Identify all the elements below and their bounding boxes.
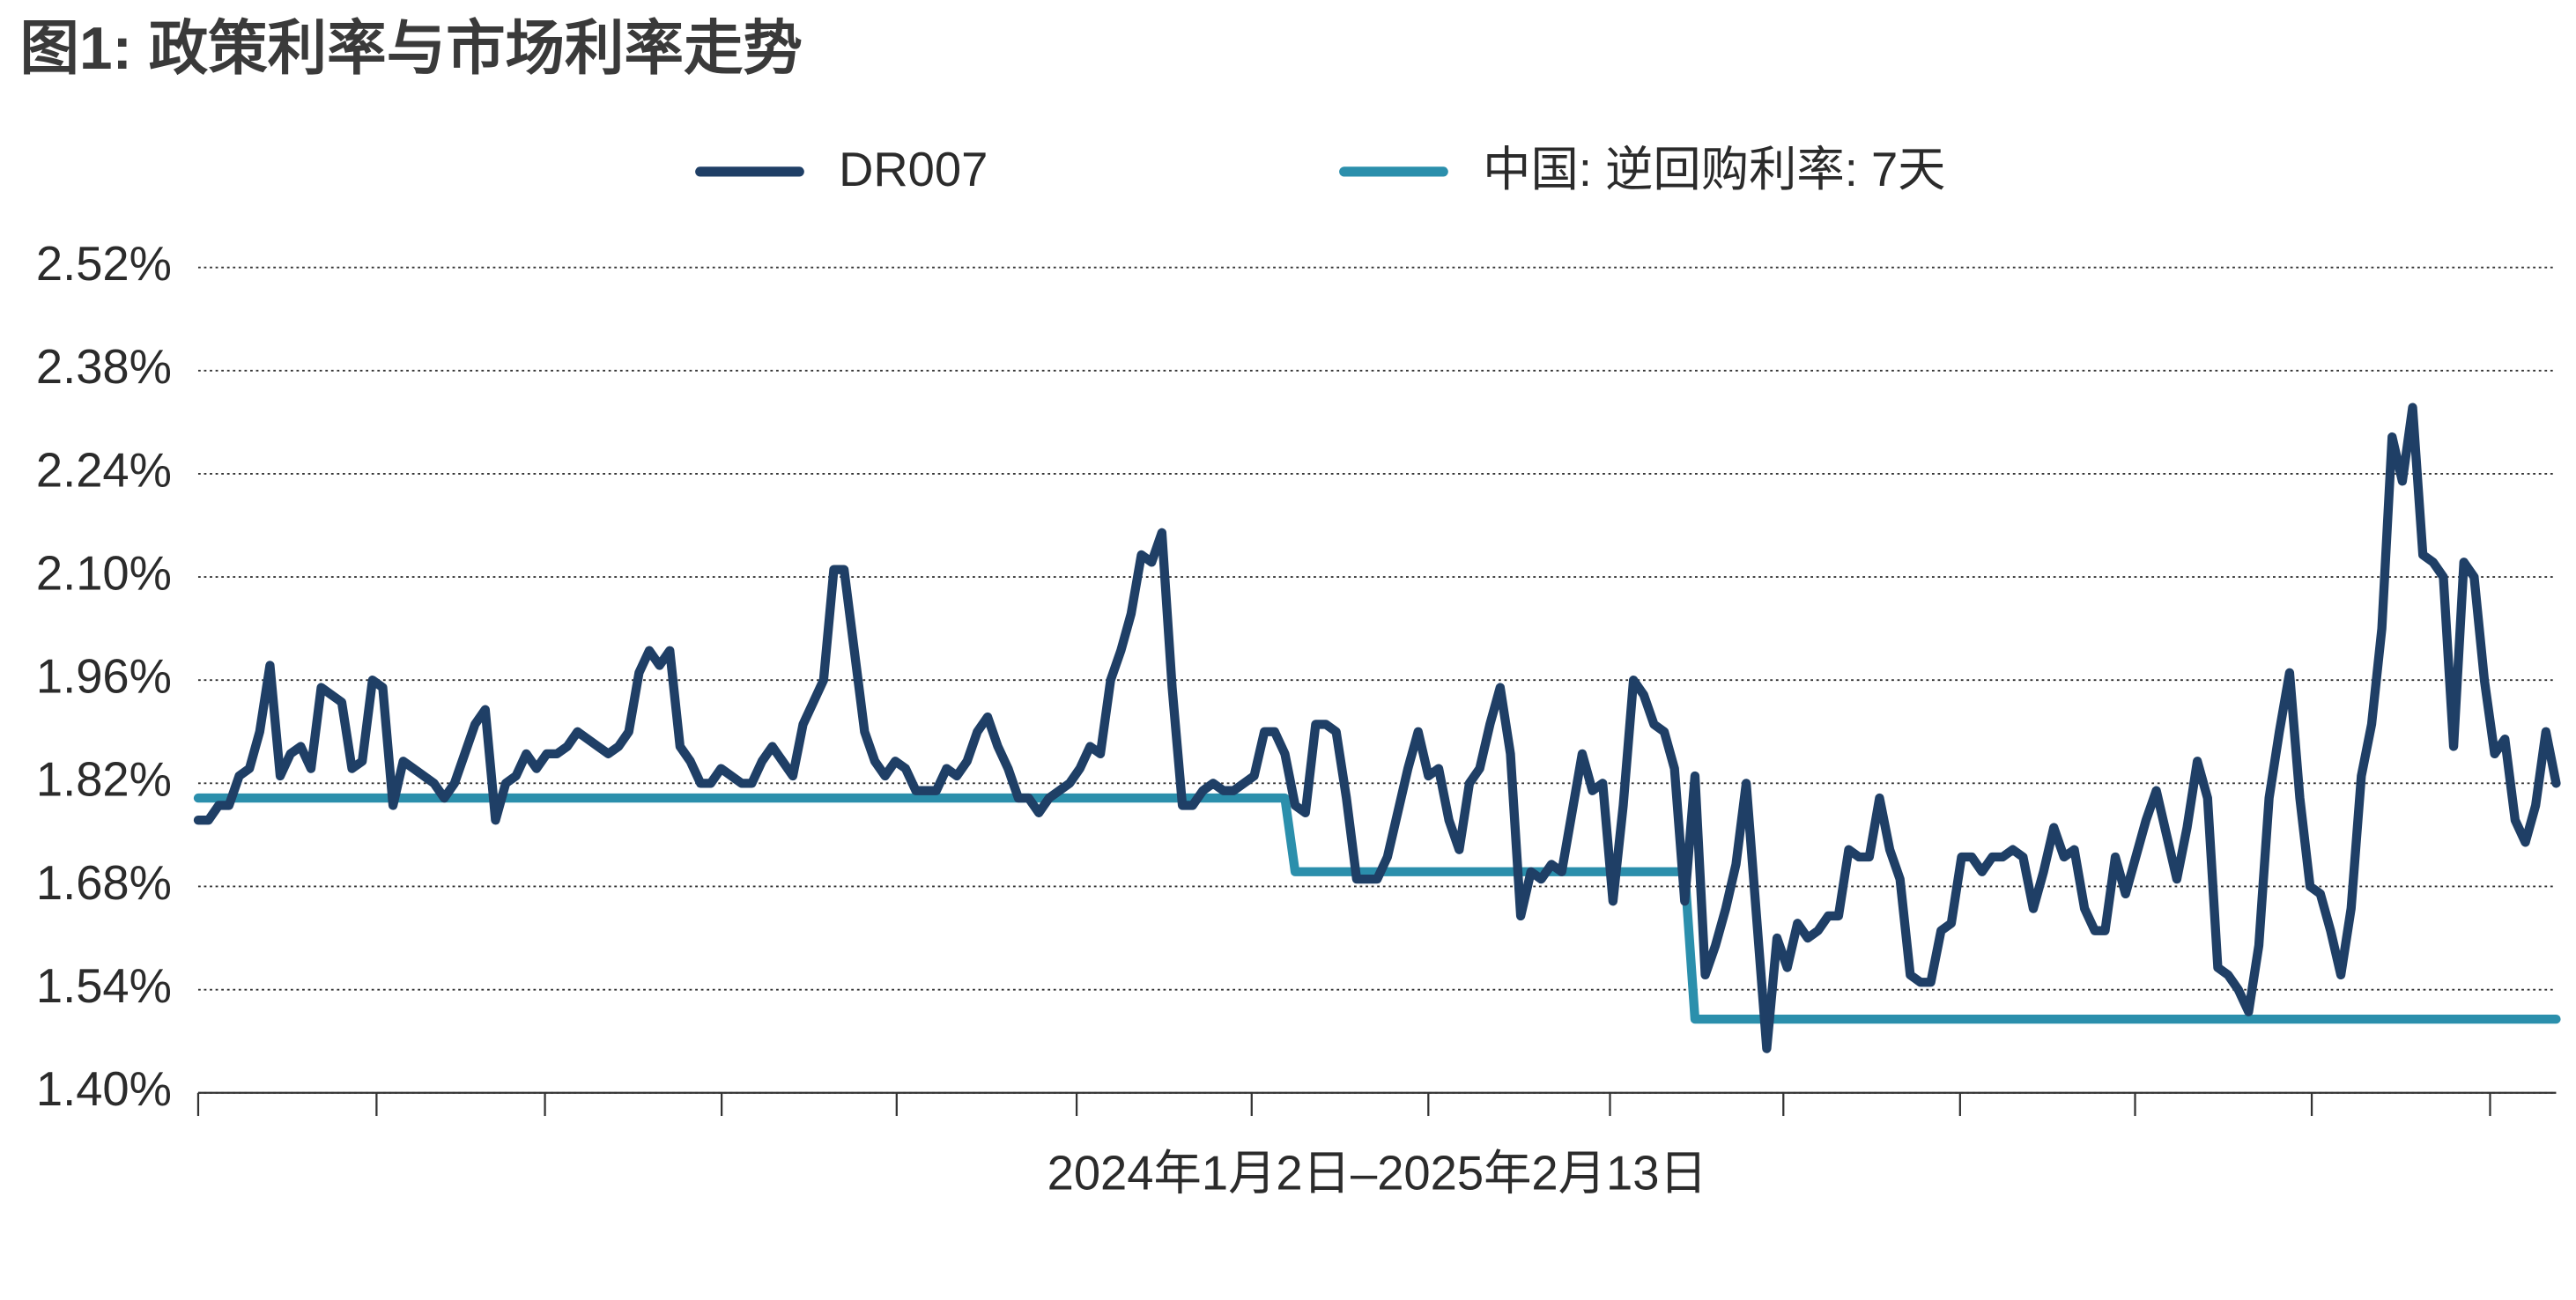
y-tick-label: 1.82% [36,753,172,807]
legend-label: DR007 [839,143,988,196]
y-tick-label: 2.10% [36,546,172,600]
y-tick-label: 1.68% [36,856,172,910]
y-tick-label: 2.52% [36,237,172,291]
series-line [193,793,2561,1024]
chart-title: 图1: 政策利率与市场利率走势 [20,16,803,82]
x-axis-label: 2024年1月2日–2025年2月13日 [1047,1147,1707,1200]
y-tick-label: 2.24% [36,443,172,497]
legend-label: 中国: 逆回购利率: 7天 [1483,143,1945,196]
y-tick-label: 1.54% [36,959,172,1013]
y-tick-label: 1.96% [36,650,172,704]
series-line [193,403,2561,1053]
y-tick-label: 1.40% [36,1062,172,1116]
y-tick-label: 2.38% [36,340,172,394]
